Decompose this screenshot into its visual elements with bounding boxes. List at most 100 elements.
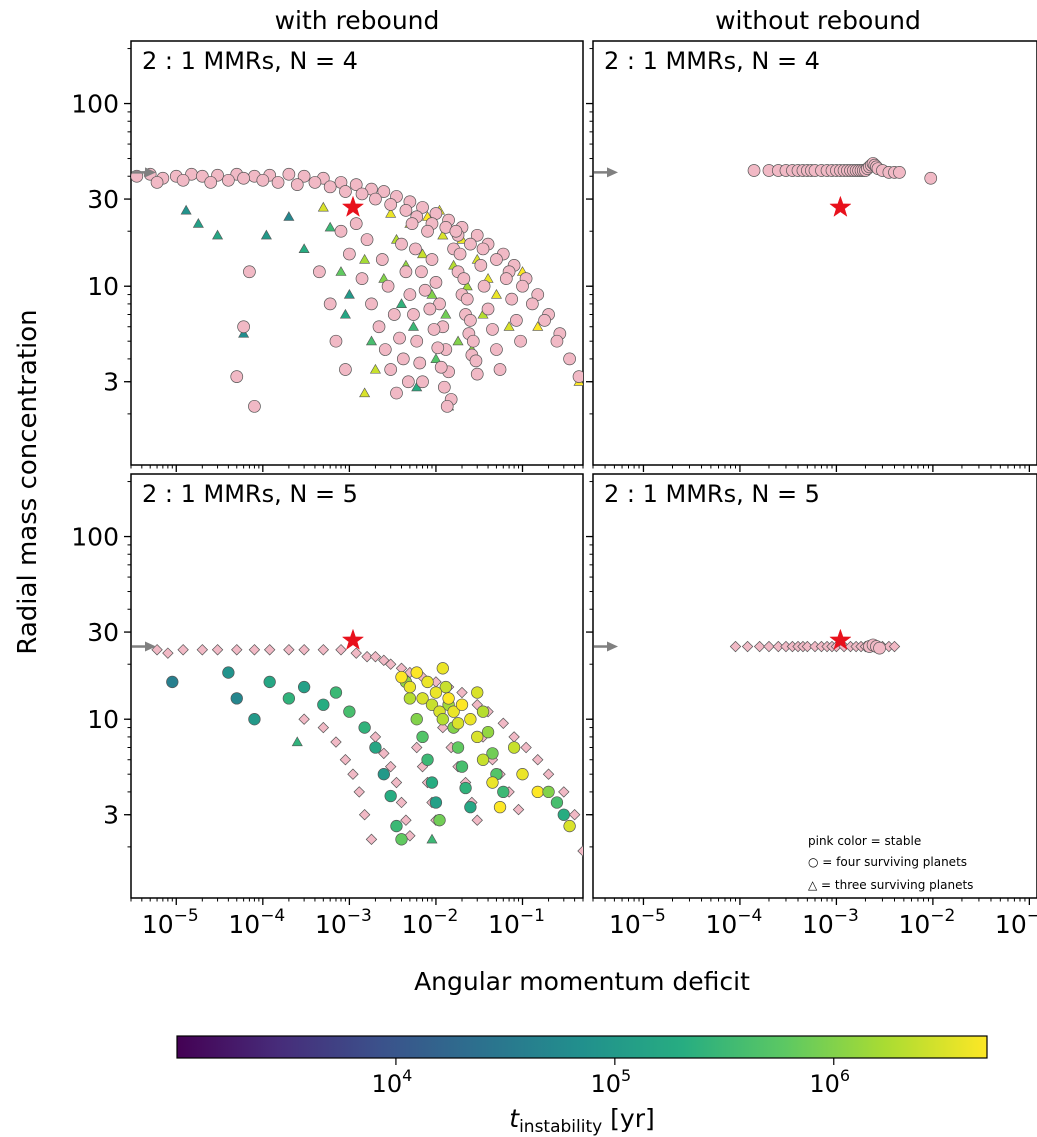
panel-data xyxy=(151,644,583,857)
stable-diamond-point xyxy=(298,644,310,656)
stable-circle-point xyxy=(457,272,471,285)
stable-diamond-point xyxy=(350,647,362,659)
unstable-circle-point xyxy=(447,705,460,718)
y-tick-label: 3 xyxy=(103,801,119,830)
unstable-circle-point xyxy=(451,741,465,754)
stable-diamond-point xyxy=(437,721,449,734)
unstable-triangle-point xyxy=(503,321,515,331)
x-tick-label: 10−2 xyxy=(402,906,459,939)
stable-circle-point xyxy=(486,323,499,336)
unstable-circle-point xyxy=(421,675,434,689)
stable-circle-point xyxy=(460,292,474,306)
stable-circle-point xyxy=(243,265,256,279)
stable-circle-point xyxy=(349,217,363,231)
unstable-circle-point xyxy=(436,713,449,726)
stable-circle-point xyxy=(369,192,382,206)
stable-circle-point xyxy=(440,399,454,413)
x-tick-label: 10−1 xyxy=(995,906,1037,939)
stable-circle-point xyxy=(469,354,483,368)
colorbar xyxy=(176,1035,988,1059)
stable-circle-point xyxy=(437,380,451,394)
stable-circle-point xyxy=(464,314,477,327)
stable-circle-point xyxy=(384,363,398,376)
colorbar-label-sub: instability xyxy=(519,1117,602,1137)
stable-circle-point xyxy=(355,187,369,201)
star-marker xyxy=(341,628,365,650)
x-tick-label: 10−5 xyxy=(609,906,666,939)
colorbar-label-t: t xyxy=(509,1104,520,1133)
unstable-triangle-point xyxy=(385,207,397,218)
stable-diamond-point xyxy=(358,809,371,821)
unstable-circle-point xyxy=(317,698,330,711)
x-tick-label: 10−2 xyxy=(898,906,955,939)
stable-circle-point xyxy=(505,292,519,306)
unstable-circle-point xyxy=(471,730,484,744)
unstable-circle-point xyxy=(429,796,443,809)
unstable-circle-point xyxy=(377,768,390,781)
stable-circle-point xyxy=(339,363,352,376)
stable-diamond-point xyxy=(378,654,390,667)
unstable-triangle-point xyxy=(369,363,381,374)
stable-circle-point xyxy=(538,314,551,327)
stable-diamond-point xyxy=(196,644,209,656)
unstable-circle-point xyxy=(433,814,446,827)
panel-top-right: 2 : 1 MMRs, N = 4 xyxy=(586,40,1037,472)
y-tick-label: 30 xyxy=(87,185,119,214)
colorbar-label: tinstability [yr] xyxy=(509,1104,654,1137)
panel-data xyxy=(747,157,938,185)
arrow-indicator-head xyxy=(607,167,618,178)
stable-diamond-point xyxy=(532,754,544,766)
panel-frame xyxy=(592,40,1037,466)
stable-circle-point xyxy=(429,275,443,289)
stable-diamond-point xyxy=(568,809,581,821)
unstable-triangle-point xyxy=(343,288,355,299)
stable-circle-point xyxy=(390,386,403,400)
y-tick-label: 10 xyxy=(87,705,119,734)
stable-diamond-point xyxy=(162,647,174,659)
stable-diamond-point xyxy=(298,713,310,725)
stable-diamond-point xyxy=(231,644,243,656)
stable-circle-point xyxy=(431,341,445,355)
unstable-circle-point xyxy=(403,680,417,694)
unstable-circle-point xyxy=(486,747,499,760)
stable-diamond-point xyxy=(177,644,189,656)
stable-circle-point xyxy=(343,247,356,261)
stable-circle-point xyxy=(477,279,491,293)
unstable-circle-point xyxy=(464,713,477,726)
legend: pink color = stable ○ = four surviving p… xyxy=(808,834,973,892)
x-tick-label: 10−1 xyxy=(488,906,545,939)
stable-diamond-point xyxy=(317,644,330,656)
stable-circle-point xyxy=(516,279,529,293)
unstable-circle-point xyxy=(230,692,243,705)
unstable-triangle-point xyxy=(490,288,502,299)
unstable-circle-point xyxy=(531,785,544,799)
panel-data xyxy=(131,167,583,413)
unstable-circle-point xyxy=(410,666,423,679)
unstable-triangle-point xyxy=(291,736,303,747)
unstable-circle-point xyxy=(516,768,529,781)
unstable-circle-point xyxy=(421,753,434,766)
unstable-circle-point xyxy=(166,675,179,689)
y-tick-label: 3 xyxy=(103,368,119,397)
stable-circle-point xyxy=(334,224,348,238)
colorbar-label-unit: [yr] xyxy=(602,1104,655,1133)
stable-circle-point xyxy=(470,228,484,242)
stable-diamond-point xyxy=(369,650,382,663)
panel-bottom-right: 10−5 10−4 10−3 10−2 10−1 2 : 1 MMRs, N = 5 xyxy=(586,473,1037,939)
unstable-triangle-point xyxy=(430,353,442,363)
stable-circle-point xyxy=(409,242,422,256)
unstable-triangle-point xyxy=(192,218,204,228)
star-marker xyxy=(341,195,365,217)
unstable-circle-point xyxy=(455,760,469,773)
unstable-circle-point xyxy=(507,741,521,754)
unstable-circle-point xyxy=(557,808,570,821)
unstable-circle-point xyxy=(248,713,261,726)
stable-circle-point xyxy=(372,320,386,334)
unstable-circle-point xyxy=(455,698,469,711)
unstable-triangle-point xyxy=(440,308,452,319)
colorbar-tick-label: 106 xyxy=(809,1066,850,1098)
stable-circle-point xyxy=(384,198,398,211)
x-tick-label: 10−3 xyxy=(802,906,859,939)
unstable-circle-point xyxy=(390,819,403,833)
stable-circle-point xyxy=(415,265,428,279)
